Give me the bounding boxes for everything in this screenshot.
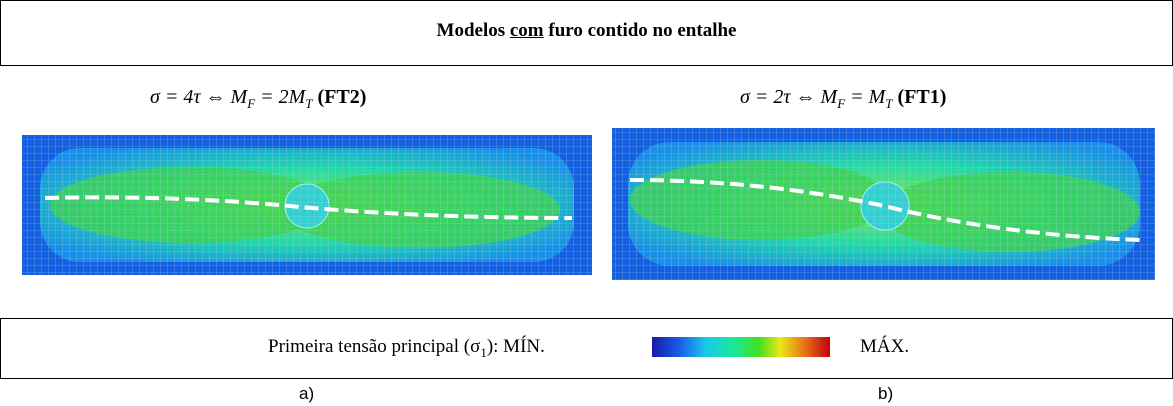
figures — [0, 0, 1173, 406]
colorbar — [652, 337, 830, 357]
caption: a) — [299, 384, 314, 404]
legend-max: MÁX. — [860, 336, 909, 358]
legend-text: Primeira tensão principal (σ — [268, 336, 480, 357]
fea-plot-b — [612, 128, 1155, 280]
page: Modelos com furo contido no entalhe σ = … — [0, 0, 1173, 406]
legend-box — [1, 319, 1173, 379]
legend-label: Primeira tensão principal (σ1): MÍN. — [268, 336, 545, 361]
legend-text: ): MÍN. — [487, 336, 545, 357]
caption: b) — [878, 384, 893, 404]
fea-plot-a — [22, 135, 592, 275]
